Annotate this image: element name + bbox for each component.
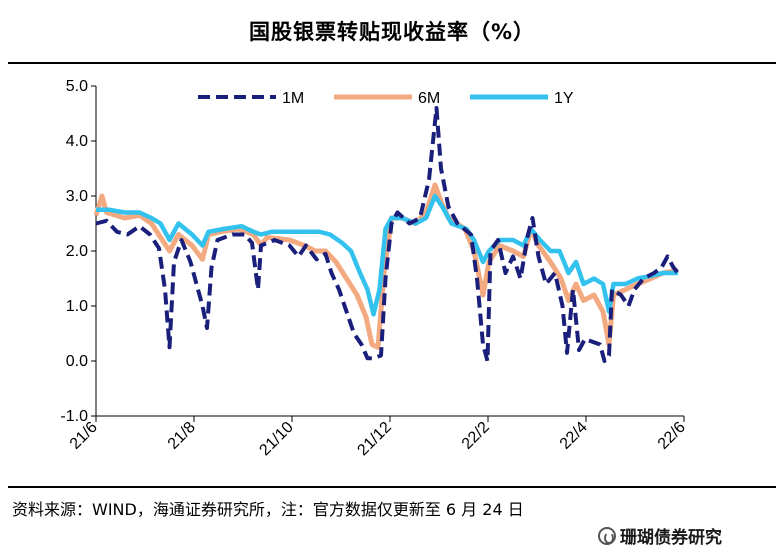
watermark-text: 珊瑚债券研究: [620, 528, 722, 548]
x-tick-label: 22/2: [459, 419, 493, 453]
y-tick-label: 0.0: [66, 353, 88, 370]
y-tick-label: 1.0: [66, 298, 88, 315]
x-tick-label: 22/4: [557, 419, 591, 453]
y-tick-label: -1.0: [60, 408, 88, 425]
source-note: 资料来源：WIND，海通证券研究所，注：官方数据仅更新至 6 月 24 日: [12, 500, 524, 519]
chart-title: 国股银票转贴现收益率（%）: [248, 20, 536, 44]
x-tick-label: 21/8: [165, 419, 199, 453]
y-tick-label: 5.0: [66, 78, 88, 95]
x-tick-label: 21/12: [354, 419, 394, 459]
legend: 1M 6M 1Y: [198, 90, 574, 107]
y-tick-label: 3.0: [66, 188, 88, 205]
legend-label-6m: 6M: [418, 90, 440, 107]
x-tick-label: 21/10: [256, 419, 296, 459]
y-tick-label: 4.0: [66, 133, 88, 150]
axes: 5.04.03.02.01.00.0-1.021/6 21/8 21/10 21/12…: [60, 78, 688, 459]
watermark: 珊瑚债券研究: [598, 523, 722, 548]
x-tick-label: 22/6: [655, 419, 689, 453]
y-tick-label: 2.0: [66, 243, 88, 260]
wechat-logo-icon: [598, 526, 616, 545]
legend-label-1y: 1Y: [554, 90, 574, 107]
chart-area: 5.04.03.02.01.00.0-1.021/6 21/8 21/10 21/12…: [60, 78, 688, 459]
title-underline: [8, 62, 776, 64]
series-line-1m: [95, 106, 680, 363]
footer-rule: [8, 486, 776, 488]
legend-label-1m: 1M: [282, 90, 304, 107]
series-layer: [93, 106, 680, 363]
